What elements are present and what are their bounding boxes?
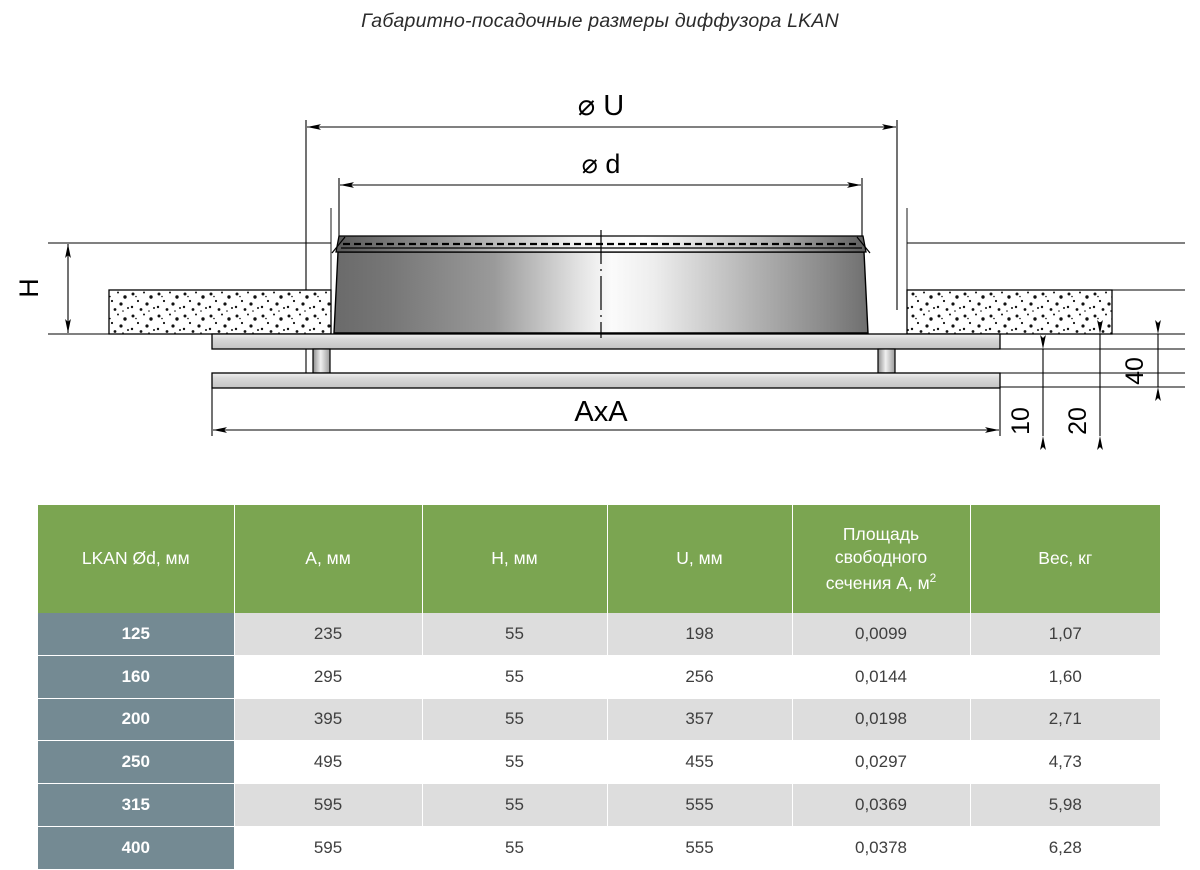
standoff-post-left (312, 348, 331, 374)
cell-u: 555 (607, 826, 793, 870)
cell-a: 235 (234, 613, 423, 656)
page-title: Габаритно-посадочные размеры диффузора L… (361, 10, 839, 32)
cell-u: 198 (607, 613, 793, 656)
label-dim-20: 20 (1064, 407, 1092, 435)
cell-free-area: 0,0144 (792, 655, 971, 699)
free-area-line-1: Площадь (842, 523, 920, 544)
table-body: 125 235 55 198 0,0099 1,07 160 295 55 25… (38, 613, 1160, 870)
table-row: 125 235 55 198 0,0099 1,07 (38, 613, 1160, 656)
ceiling-slab-left (108, 289, 332, 335)
label-face-axa: AxA (574, 396, 628, 428)
free-area-exponent: 2 (929, 570, 937, 585)
cell-weight: 6,28 (970, 826, 1160, 870)
free-area-line-2: свободного (834, 547, 928, 568)
table-row: 200 395 55 357 0,0198 2,71 (38, 698, 1160, 742)
cell-weight: 1,07 (970, 613, 1160, 656)
column-header-a: A, мм (234, 505, 423, 613)
cell-h: 55 (422, 698, 608, 742)
dimension-face-axa (211, 388, 1001, 436)
label-height-h: H (14, 278, 44, 298)
column-header-lkan-d: LKAN Ød, мм (38, 505, 235, 613)
cell-u: 256 (607, 655, 793, 699)
label-diameter-u: ⌀ U (578, 90, 624, 122)
cell-weight: 4,73 (970, 740, 1160, 785)
table-row: 315 595 55 555 0,0369 5,98 (38, 783, 1160, 827)
cell-free-area: 0,0198 (792, 698, 971, 742)
label-diameter-d: ⌀ d (582, 149, 621, 179)
technical-drawing: ⌀ U ⌀ d (0, 48, 1200, 493)
free-area-line-3: сечения A, м (825, 572, 930, 593)
table-row: 160 295 55 256 0,0144 1,60 (38, 655, 1160, 699)
cell-lkan-d: 315 (38, 783, 235, 827)
column-header-h: H, мм (422, 505, 608, 613)
cell-a: 395 (234, 698, 423, 742)
column-header-u: U, мм (607, 505, 793, 613)
table-row: 400 595 55 555 0,0378 6,28 (38, 826, 1160, 870)
table-row: 250 495 55 455 0,0297 4,73 (38, 740, 1160, 785)
cell-free-area: 0,0378 (792, 826, 971, 870)
upper-flange-plate (211, 333, 1001, 350)
column-header-free-area: Площадь свободного сечения A, м2 (792, 505, 971, 613)
cell-lkan-d: 160 (38, 655, 235, 699)
standoff-post-right (877, 348, 896, 374)
cell-u: 555 (607, 783, 793, 827)
lower-face-plate (211, 372, 1001, 389)
column-header-weight: Вес, кг (970, 505, 1160, 613)
cell-u: 357 (607, 698, 793, 742)
cell-weight: 2,71 (970, 698, 1160, 742)
specification-table: LKAN Ød, мм A, мм H, мм U, мм Площадь св… (38, 505, 1160, 870)
cell-lkan-d: 125 (38, 613, 235, 656)
cell-a: 495 (234, 740, 423, 785)
dimension-height-h (48, 242, 110, 335)
label-dim-10: 10 (1007, 407, 1035, 435)
cell-free-area: 0,0297 (792, 740, 971, 785)
cell-weight: 1,60 (970, 655, 1160, 699)
label-dim-40: 40 (1121, 357, 1149, 385)
cell-h: 55 (422, 783, 608, 827)
cell-h: 55 (422, 826, 608, 870)
cell-lkan-d: 200 (38, 698, 235, 742)
cell-h: 55 (422, 740, 608, 785)
cell-lkan-d: 250 (38, 740, 235, 785)
cell-a: 595 (234, 783, 423, 827)
cell-free-area: 0,0369 (792, 783, 971, 827)
cell-u: 455 (607, 740, 793, 785)
cell-weight: 5,98 (970, 783, 1160, 827)
cell-lkan-d: 400 (38, 826, 235, 870)
cell-a: 595 (234, 826, 423, 870)
cell-free-area: 0,0099 (792, 613, 971, 656)
cell-h: 55 (422, 613, 608, 656)
table-header-row: LKAN Ød, мм A, мм H, мм U, мм Площадь св… (38, 505, 1160, 613)
ceiling-slab-right (906, 289, 1113, 335)
cell-a: 295 (234, 655, 423, 699)
cell-h: 55 (422, 655, 608, 699)
